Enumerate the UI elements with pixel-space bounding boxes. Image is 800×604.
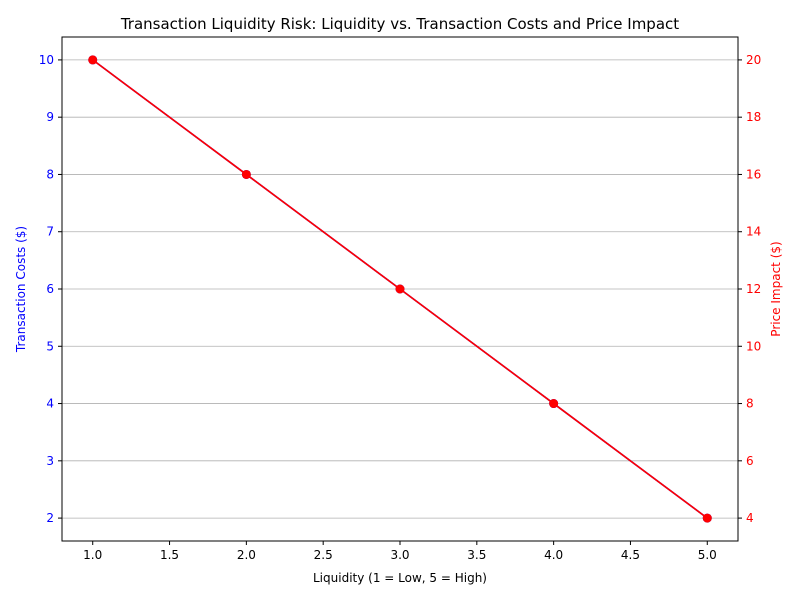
x-tick-label: 3.5 [467, 548, 486, 562]
x-tick-label: 4.5 [621, 548, 640, 562]
y-tick-label-right: 4 [746, 511, 754, 525]
x-tick-label: 5.0 [698, 548, 717, 562]
y-tick-label-left: 9 [46, 110, 54, 124]
y-tick-label-right: 10 [746, 339, 761, 353]
y-tick-label-left: 5 [46, 339, 54, 353]
y-tick-label-right: 20 [746, 53, 761, 67]
data-point-right [549, 399, 559, 409]
y-tick-label-left: 2 [46, 511, 54, 525]
y-tick-label-left: 8 [46, 167, 54, 181]
x-tick-label: 2.0 [237, 548, 256, 562]
y-tick-label-right: 18 [746, 110, 761, 124]
y-tick-label-right: 12 [746, 282, 761, 296]
x-tick-label: 3.0 [390, 548, 409, 562]
data-point-right [241, 169, 251, 179]
x-axis-label: Liquidity (1 = Low, 5 = High) [313, 571, 487, 585]
x-tick-label: 4.0 [544, 548, 563, 562]
data-point-right [702, 513, 712, 523]
y-tick-label-right: 14 [746, 225, 761, 239]
x-tick-label: 2.5 [314, 548, 333, 562]
y-tick-label-left: 10 [39, 53, 54, 67]
series-layer [88, 55, 712, 523]
y-tick-label-right: 8 [746, 397, 754, 411]
axes: 1.0 1.5 2.0 2.5 3.0 3.5 4.0 4.5 5.0 2 3 4 5 6 7 8 9 10 4 6 8… [39, 36, 761, 562]
y-tick-label-right: 16 [746, 167, 761, 181]
y-axis-label-right: Price Impact ($) [769, 241, 783, 336]
x-tick-label: 1.5 [160, 548, 179, 562]
y-tick-label-left: 7 [46, 225, 54, 239]
y-tick-label-left: 6 [46, 282, 54, 296]
y-axis-label-left: Transaction Costs ($) [14, 226, 28, 353]
data-point-right [88, 55, 98, 65]
y-tick-label-right: 6 [746, 454, 754, 468]
y-tick-label-left: 4 [46, 397, 54, 411]
chart-title: Transaction Liquidity Risk: Liquidity vs… [120, 15, 679, 33]
x-tick-label: 1.0 [83, 548, 102, 562]
y-tick-label-left: 3 [46, 454, 54, 468]
data-point-right [395, 284, 405, 294]
